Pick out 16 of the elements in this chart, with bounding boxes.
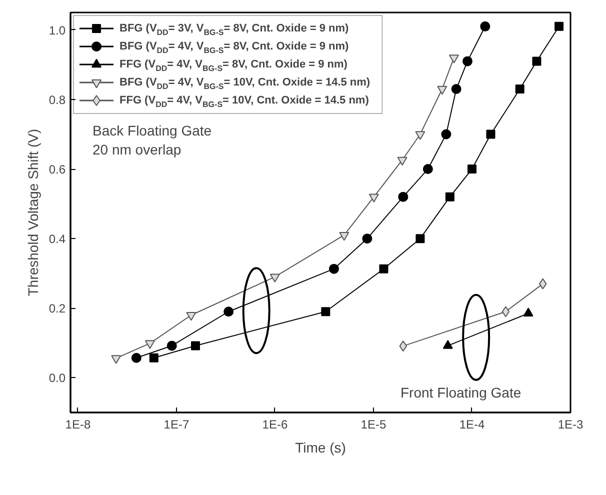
annotation: Front Floating Gate: [400, 384, 522, 400]
annotation: Back Floating Gate 20 nm overlap: [92, 122, 212, 158]
y-tick-label: 1.0: [48, 23, 66, 38]
y-tick-label: 0.8: [48, 92, 66, 107]
y-tick-label: 0.6: [48, 162, 66, 177]
x-tick-label: 1E-8: [65, 418, 91, 432]
x-tick-label: 1E-6: [262, 418, 288, 432]
y-tick-label: 0.0: [48, 371, 66, 386]
x-axis-title: Time (s): [295, 440, 346, 456]
y-axis-title: Threshold Voltage Shift (V): [24, 128, 41, 296]
x-tick-label: 1E-7: [164, 418, 190, 432]
x-tick-label: 1E-4: [459, 418, 485, 432]
x-tick-label: 1E-3: [558, 418, 584, 432]
y-tick-label: 0.2: [48, 302, 66, 316]
x-tick-label: 1E-5: [360, 418, 386, 432]
y-tick-label: 0.4: [48, 232, 66, 246]
